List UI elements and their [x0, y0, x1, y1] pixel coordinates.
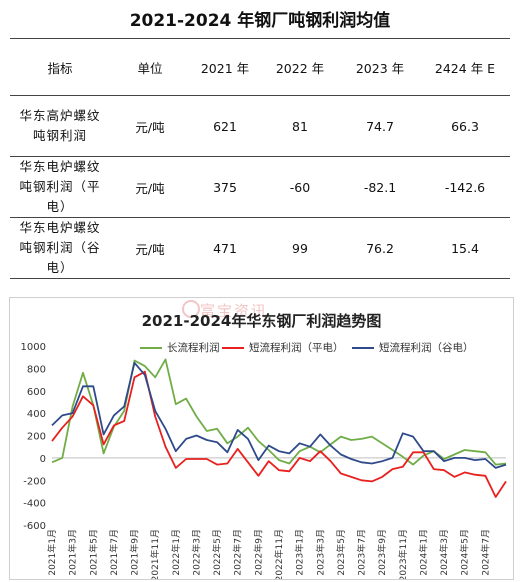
- x-tick-label: 2021年1月: [46, 529, 58, 576]
- legend-item-long-process: 长流程利润: [140, 340, 220, 355]
- value-2024e: -142.6: [420, 156, 510, 218]
- chart-title: 2021-2024年华东钢厂利润趋势图: [141, 312, 382, 330]
- x-tick-label: 2022年3月: [190, 529, 202, 576]
- x-tick-label: 2022年11月: [273, 529, 285, 579]
- value-2023: 74.7: [340, 95, 420, 157]
- row-label: 华东电炉螺纹 吨钢利润（平 电）: [10, 156, 110, 218]
- row-label-line: 吨钢利润（平: [19, 179, 101, 194]
- y-tick-label: -600: [23, 521, 46, 532]
- x-tick-label: 2022年7月: [232, 529, 244, 576]
- header-2021: 2021 年: [190, 39, 260, 96]
- value-2021: 621: [190, 95, 260, 157]
- legend-item-short-flat: 短流程利润（平电）: [222, 340, 344, 355]
- table-header-row: 指标 单位 2021 年 2022 年 2023 年 2424 年 E: [10, 39, 510, 96]
- header-indicator: 指标: [10, 39, 110, 96]
- x-tick-label: 2023年7月: [356, 529, 368, 576]
- x-tick-label: 2024年3月: [438, 529, 450, 576]
- legend-label: 短流程利润（谷电）: [379, 342, 474, 354]
- y-tick-label: 200: [27, 432, 46, 443]
- x-tick-label: 2023年5月: [335, 529, 347, 576]
- row-label-line: 吨钢利润（谷: [19, 240, 101, 255]
- value-2021: 375: [190, 156, 260, 218]
- header-2022: 2022 年: [260, 39, 340, 96]
- x-tick-label: 2023年1月: [294, 529, 306, 576]
- y-tick-label: -200: [23, 476, 46, 487]
- series-line-0: [51, 358, 507, 466]
- row-label: 华东高炉螺纹 吨钢利润: [10, 95, 110, 157]
- header-2024e: 2424 年 E: [420, 39, 510, 96]
- value-2024e: 15.4: [420, 217, 510, 279]
- unit-cell: 元/吨: [110, 95, 190, 157]
- x-tick-label: 2021年11月: [149, 529, 161, 579]
- table-row: 华东电炉螺纹 吨钢利润（平 电） 元/吨 375 -60 -82.1 -142.…: [10, 156, 510, 218]
- row-label: 华东电炉螺纹 吨钢利润（谷 电）: [10, 217, 110, 279]
- x-tick-label: 2023年9月: [376, 529, 388, 576]
- y-tick-label: 800: [27, 364, 46, 375]
- watermark-logo-icon: [182, 300, 200, 318]
- row-label-line: 华东高炉螺纹: [19, 108, 101, 123]
- x-tick-label: 2024年1月: [417, 529, 429, 576]
- x-tick-label: 2021年3月: [67, 529, 79, 576]
- x-tick-label: 2022年9月: [252, 529, 264, 576]
- table-row: 华东电炉螺纹 吨钢利润（谷 电） 元/吨 471 99 76.2 15.4: [10, 217, 510, 279]
- table-row: 华东高炉螺纹 吨钢利润 元/吨 621 81 74.7 66.3: [10, 95, 510, 157]
- x-tick-label: 2021年5月: [87, 529, 99, 576]
- value-2023: -82.1: [340, 156, 420, 218]
- series-line-2: [51, 361, 507, 469]
- value-2022: -60: [260, 156, 340, 218]
- y-tick-label: 400: [27, 409, 46, 420]
- row-label-line: 吨钢利润: [32, 128, 87, 143]
- x-tick-label: 2024年7月: [479, 529, 491, 576]
- legend-swatch-green: [140, 346, 162, 349]
- legend-swatch-blue: [352, 346, 374, 349]
- x-tick-label: 2022年5月: [211, 529, 223, 576]
- header-2023: 2023 年: [340, 39, 420, 96]
- y-tick-label: 0: [40, 454, 46, 465]
- x-tick-label: 2023年3月: [314, 529, 326, 576]
- row-label-line: 电）: [46, 260, 74, 275]
- value-2022: 99: [260, 217, 340, 279]
- x-tick-label: 2021年9月: [129, 529, 141, 576]
- value-2021: 471: [190, 217, 260, 279]
- row-label-line: 电）: [46, 199, 74, 214]
- legend-swatch-red: [222, 346, 244, 349]
- series-line-1: [51, 370, 507, 498]
- profit-trend-chart: 富宝资讯 2021-2024年华东钢厂利润趋势图 长流程利润 短流程利润（平电）…: [9, 297, 514, 580]
- table-title: 2021-2024 年钢厂吨钢利润均值: [10, 4, 510, 39]
- x-tick-label: 2023年11月: [397, 529, 409, 579]
- x-tick-label: 2024年5月: [459, 529, 471, 576]
- profit-table-panel: 2021-2024 年钢厂吨钢利润均值 指标 单位 2021 年 2022 年 …: [10, 4, 510, 279]
- value-2023: 76.2: [340, 217, 420, 279]
- y-tick-label: -400: [23, 499, 46, 510]
- y-tick-label: 600: [27, 387, 46, 398]
- header-unit: 单位: [110, 39, 190, 96]
- unit-cell: 元/吨: [110, 217, 190, 279]
- x-tick-label: 2022年1月: [170, 529, 182, 576]
- watermark-text: 富宝资讯: [200, 302, 269, 320]
- legend-label: 长流程利润: [167, 342, 220, 354]
- legend-item-short-valley: 短流程利润（谷电）: [352, 340, 474, 355]
- legend-label: 短流程利润（平电）: [249, 342, 344, 354]
- unit-cell: 元/吨: [110, 156, 190, 218]
- row-label-line: 华东电炉螺纹: [19, 159, 101, 174]
- row-label-line: 华东电炉螺纹: [19, 220, 101, 235]
- value-2024e: 66.3: [420, 95, 510, 157]
- y-tick-label: 1000: [21, 342, 46, 353]
- value-2022: 81: [260, 95, 340, 157]
- x-tick-label: 2021年7月: [108, 529, 120, 576]
- profit-table: 指标 单位 2021 年 2022 年 2023 年 2424 年 E 华东高炉…: [10, 39, 510, 279]
